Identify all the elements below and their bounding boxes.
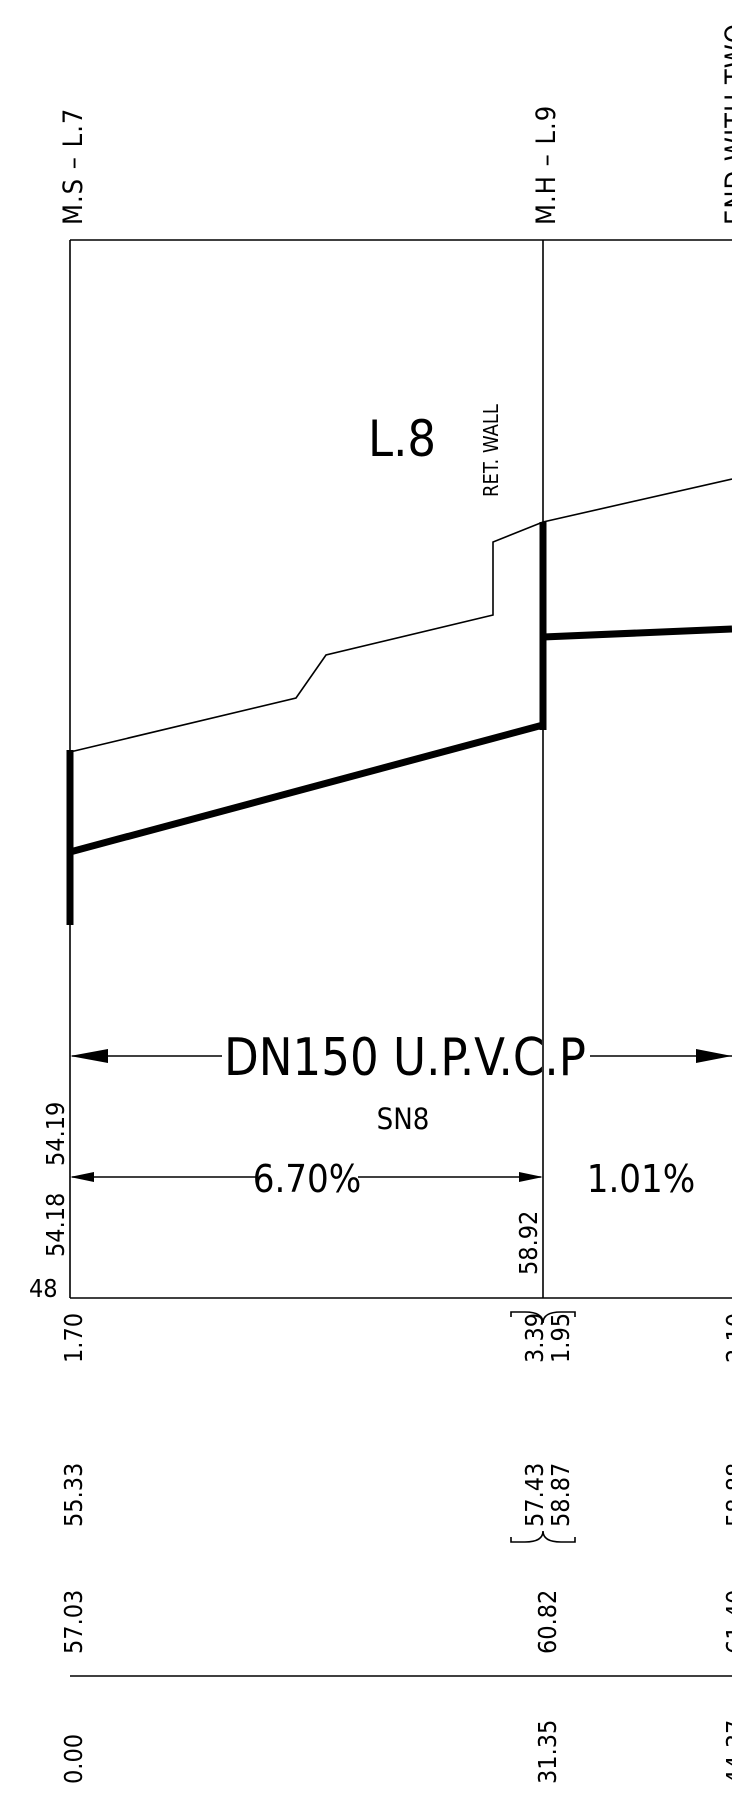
ground-left: 57.03 (59, 1590, 88, 1654)
ret-wall-label: RET. WALL (479, 404, 503, 497)
depth-left: 1.70 (59, 1313, 88, 1363)
pipe-invert-l9 (542, 625, 732, 641)
header-mh-l9: M.H – L.9 (531, 105, 562, 225)
header-right-cut: END WITH TWO (720, 23, 732, 225)
depth-right-partial: 2.10 (721, 1313, 732, 1363)
ground-mh: 60.82 (533, 1590, 562, 1654)
pipe-spec-label: DN150 U.P.V.C.P (224, 1028, 586, 1088)
invert-mh-1: 57.43 (520, 1463, 549, 1527)
depth-mh-2: 1.95 (546, 1313, 575, 1363)
datum-level: 48 (29, 1274, 58, 1303)
pipe-dimension-arrow-right (696, 1049, 732, 1063)
invert-right-partial: 58.88 (721, 1463, 732, 1527)
slope-dimension-arrow-left (70, 1172, 94, 1182)
pipe-class-label: SN8 (377, 1102, 430, 1136)
depth-brace (510, 1311, 576, 1324)
header-ms-l7: M.S – L.7 (58, 108, 89, 225)
ground-right-partial: 61.40 (721, 1590, 732, 1654)
manhole-level-value: 58.92 (514, 1211, 543, 1275)
ground-profile-line (69, 478, 732, 753)
chainage-left: 0.00 (59, 1734, 88, 1784)
level-left-top: 54.19 (41, 1102, 70, 1166)
pipe-dimension-arrow-left (70, 1049, 108, 1063)
level-left-bottom: 54.18 (41, 1193, 70, 1257)
slope-left-label: 6.70% (253, 1157, 362, 1201)
invert-left: 55.33 (59, 1463, 88, 1527)
chainage-mh: 31.35 (533, 1720, 562, 1784)
invert-mh-2: 58.87 (546, 1463, 575, 1527)
slope-dimension-arrow-right (519, 1172, 543, 1182)
depth-mh-1: 3.39 (520, 1313, 549, 1363)
section-label-l8: L.8 (368, 410, 436, 468)
invert-brace (510, 1530, 576, 1543)
slope-right-label: 1.01% (587, 1157, 696, 1201)
chainage-right-partial: 44.37 (721, 1720, 732, 1784)
pipe-invert-l8 (69, 721, 544, 856)
